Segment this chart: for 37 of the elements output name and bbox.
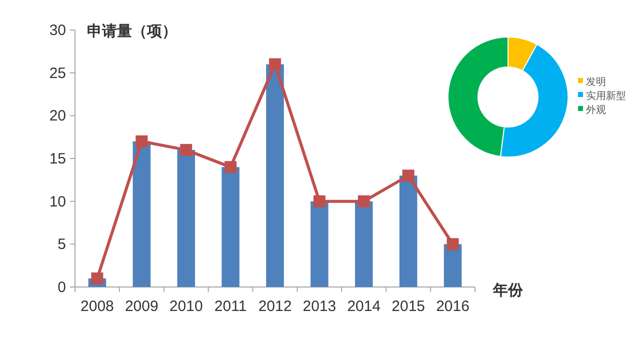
legend-label: 外观	[586, 105, 606, 116]
point	[402, 170, 414, 182]
x-tick-label: 2015	[392, 298, 426, 315]
x-tick-label: 2008	[80, 298, 114, 315]
y-tick-label: 20	[49, 108, 66, 125]
point	[136, 135, 148, 148]
x-tick-label: 2012	[258, 298, 292, 315]
point	[91, 272, 104, 284]
y-tick-label: 5	[58, 236, 66, 254]
bar	[177, 150, 195, 287]
bar	[399, 176, 418, 287]
bar	[310, 201, 328, 287]
point	[358, 195, 370, 208]
legend-label: 发明	[586, 77, 606, 88]
point	[313, 195, 326, 208]
bar	[266, 64, 284, 287]
point	[269, 58, 281, 70]
x-tick-label: 2009	[124, 298, 158, 315]
y-tick-label: 10	[49, 193, 66, 210]
point	[446, 238, 459, 250]
point	[224, 161, 237, 174]
y-tick-label: 0	[58, 279, 66, 296]
x-tick-label: 2013	[302, 298, 336, 315]
bar	[222, 167, 240, 287]
point	[180, 144, 192, 156]
x-tick-label: 2014	[347, 298, 381, 315]
bar	[355, 201, 373, 287]
y-axis-title: 申请量（项）	[87, 22, 177, 40]
y-tick-label: 25	[49, 64, 66, 82]
x-tick-label: 2011	[214, 298, 247, 315]
x-tick-label: 2016	[436, 298, 470, 315]
y-tick-label: 30	[49, 22, 66, 39]
x-tick-label: 2010	[169, 298, 203, 315]
y-tick-label: 15	[49, 150, 66, 168]
bar	[132, 141, 151, 287]
legend-label: 实用新型	[586, 90, 626, 102]
x-axis-title: 年份	[492, 281, 524, 299]
